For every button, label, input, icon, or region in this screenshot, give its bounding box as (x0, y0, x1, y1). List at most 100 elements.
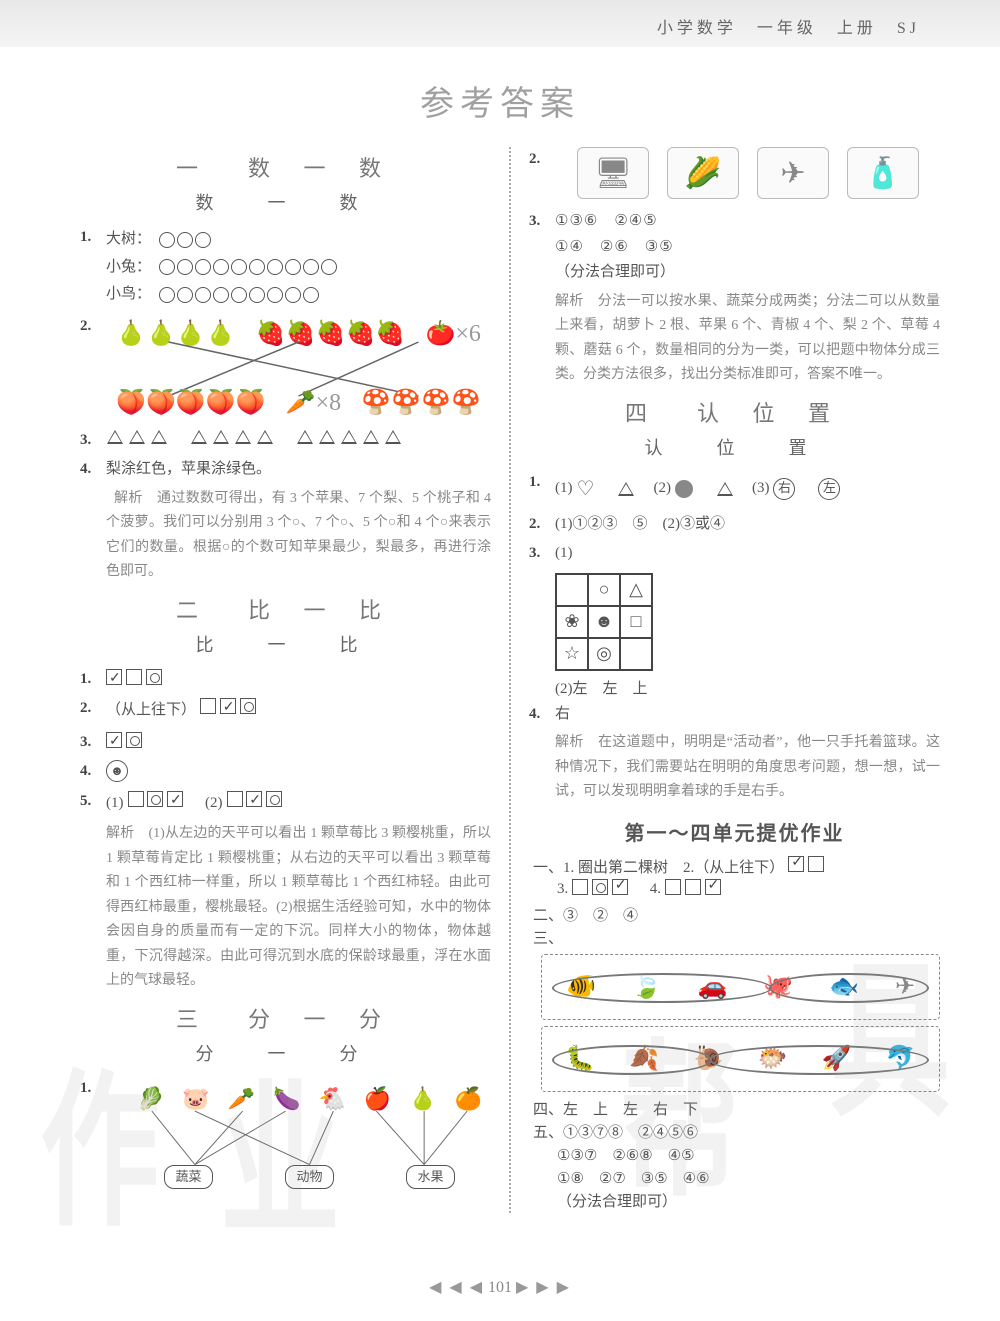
hw-box-2: 🐛 🍂 🐌 🐡 🚀 🐬 (541, 1026, 940, 1092)
unit3-title: 三 分 一 分 (80, 1002, 491, 1034)
u4-q4: 4. 右 (529, 702, 940, 728)
count-circle (195, 259, 211, 275)
count-label: 小鸟： (106, 282, 151, 308)
answer-box (147, 791, 163, 807)
u4-q4-expl: 解析 在这道题中，明明是“活动者”，他一只手托着篮球。这种情况下，我们需要站在明… (555, 731, 940, 805)
grid-cell: □ (620, 606, 652, 638)
q3-line1: ①③⑥ ②④⑤ (555, 209, 658, 235)
q-num: 2. (529, 147, 555, 173)
column-divider (509, 147, 511, 1213)
answer-box (146, 669, 162, 685)
u3-q1: 1. 🥬 🐷 🥕 🍆 🐔 🍎 🍐 🍊 (80, 1076, 491, 1194)
unit1-title: 一 数 一 数 (80, 151, 491, 183)
triangle-icon (341, 430, 357, 444)
hw-p4: 四、左 上 左 右 下 (533, 1098, 940, 1119)
triangle-icon (618, 482, 634, 496)
unit2-sub: 比 一 比 (80, 631, 491, 657)
answer-box (592, 879, 608, 895)
count-circle (195, 232, 211, 248)
answer-box (240, 698, 256, 714)
group-ellipse (709, 1045, 929, 1075)
triangle-icon (213, 430, 229, 444)
group-ellipse (552, 1045, 712, 1075)
hw-p5c: ①⑧ ②⑦ ③⑤ ④⑥ (557, 1167, 940, 1188)
grid-cell (620, 638, 652, 670)
sort-lines (128, 1080, 491, 1190)
left-column: 一 数 一 数 数 一 数 1. 大树：小兔：小鸟： 2. 🍐🍐🍐🍐 🍓🍓🍓🍓🍓… (80, 143, 491, 1213)
sub-label: (1) (106, 791, 124, 817)
answer-box (612, 879, 628, 895)
count-label: 大树： (106, 227, 151, 253)
answer-box (266, 791, 282, 807)
r-q3: 3. ①③⑥ ②④⑤ ①④ ②⑥ ③⑤ （分法合理即可） (529, 209, 940, 286)
u2-q5-expl: 解析 (1)从左边的天平可以看出 1 颗草莓比 3 颗樱桃重，所以 1 颗草莓肯… (106, 822, 491, 994)
hw-p5: 五、①③⑦⑧ ②④⑤⑥ (533, 1121, 940, 1142)
u1-q1: 1. 大树：小兔：小鸟： (80, 225, 491, 310)
q3-note: （分法合理即可） (555, 260, 940, 286)
answer-box (106, 669, 122, 685)
grid-cell: ☆ (556, 638, 588, 670)
object-icon: 🧴 (847, 147, 919, 199)
fruit-icon: 🍄🍄🍄🍄 (361, 383, 481, 424)
answer-box (106, 732, 122, 748)
r-q2: 2. 🖥🌽✈🧴 (529, 147, 940, 205)
child-icon: ☻ (106, 760, 128, 782)
q-num: 1. (529, 470, 555, 496)
prefix: （从上往下） (106, 698, 196, 724)
hw-p5note: （分法合理即可） (557, 1190, 940, 1211)
q-num: 3. (529, 209, 555, 235)
u2-q5: 5. (1) (2) (80, 789, 491, 819)
count-circle (159, 232, 175, 248)
unit4-sub: 认 位 置 (529, 434, 940, 460)
group-ellipse (769, 973, 929, 1003)
footer: ◀ ◀ ◀ 101 ▶ ▶ ▶ (0, 1277, 1000, 1297)
main-columns: 一 数 一 数 数 一 数 1. 大树：小兔：小鸟： 2. 🍐🍐🍐🍐 🍓🍓🍓🍓🍓… (0, 143, 1000, 1213)
u1-q2-figure: 🍐🍐🍐🍐 🍓🍓🍓🍓🍓 🍅×6 🍑🍑🍑🍑🍑 🥕×8 🍄🍄🍄🍄 (106, 314, 491, 424)
count-circle (303, 287, 319, 303)
hw-p2: 二、③ ② ④ (533, 904, 940, 925)
triangle-icon (129, 430, 145, 444)
answer-box (200, 698, 216, 714)
triangle-icon (151, 430, 167, 444)
count-circle (267, 259, 283, 275)
count-circle (195, 287, 211, 303)
u2-q1: 1. (80, 667, 491, 693)
grid-cell: ☻ (588, 606, 620, 638)
footer-right-arrows: ▶ ▶ ▶ (516, 1279, 571, 1296)
count-circle (249, 259, 265, 275)
answer-box (220, 698, 236, 714)
answer-box (705, 879, 721, 895)
q-num: 3. (529, 541, 555, 567)
u4-q4-text: 右 (555, 702, 940, 728)
hw-p1: 一、1. 圈出第二棵树 2.（从上往下） (533, 856, 940, 877)
u1-q4-expl: 解析 通过数数可得出，有 3 个苹果、7 个梨、5 个桃子和 4 个菠萝。我们可… (106, 487, 491, 585)
sub-label: (1) (555, 476, 573, 502)
hw-heading: 第一～四单元提优作业 (529, 817, 940, 846)
u4-q3-p2: (2)左 左 上 (555, 677, 940, 698)
triangle-icon (191, 430, 207, 444)
grid-cell (556, 574, 588, 606)
triangle-icon (385, 430, 401, 444)
answer-box (808, 856, 824, 872)
unit4-title: 四 认 位 置 (529, 396, 940, 428)
u4-q1: 1. (1) ♡ (2) (3) 右 左 (529, 470, 940, 508)
q-num: 3. (80, 730, 106, 756)
count-circle (267, 287, 283, 303)
sort-figure: 🥬 🐷 🥕 🍆 🐔 🍎 🍐 🍊 (128, 1080, 491, 1190)
count-circle (321, 259, 337, 275)
q-num: 2. (529, 512, 555, 538)
count-circle (177, 232, 193, 248)
answer-box (126, 669, 142, 685)
u1-q4-text: 梨涂红色，苹果涂绿色。 (106, 457, 491, 483)
object-icon: ✈ (757, 147, 829, 199)
hw-p3: 三、 (533, 927, 940, 948)
q-num: 4. (80, 457, 106, 483)
enc-text: 左 (818, 478, 840, 500)
u1-q3: 3. (80, 428, 491, 454)
triangle-icon (297, 430, 313, 444)
q-num: 3. (80, 428, 106, 454)
count-circle (213, 287, 229, 303)
q-num: 4. (529, 702, 555, 728)
sub-label: (2) (205, 791, 223, 817)
triangle-icon (257, 430, 273, 444)
